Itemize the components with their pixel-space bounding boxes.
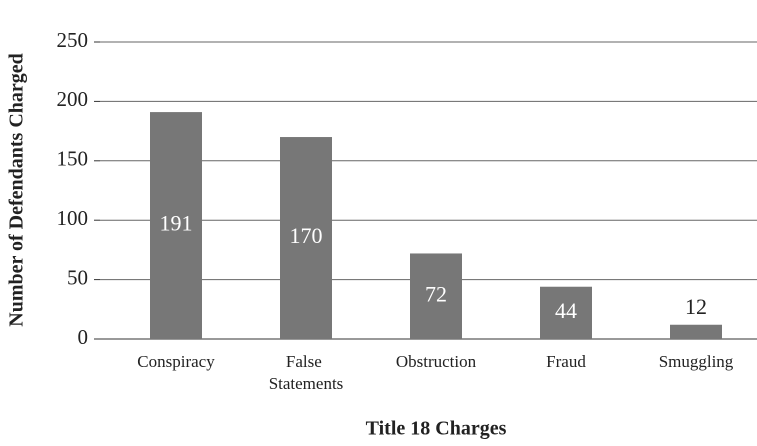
y-tick-label: 100 bbox=[57, 206, 89, 230]
y-axis-title: Number of Defendants Charged bbox=[6, 53, 28, 327]
bar bbox=[540, 286, 592, 339]
x-tick-label: Conspiracy bbox=[137, 352, 215, 371]
data-label: 72 bbox=[425, 281, 447, 306]
x-tick-label: Fraud bbox=[546, 352, 586, 371]
data-label: 170 bbox=[290, 223, 323, 248]
x-tick-label: Smuggling bbox=[659, 352, 734, 371]
data-label: 191 bbox=[160, 211, 193, 236]
bar bbox=[280, 137, 332, 339]
y-tick-label: 0 bbox=[78, 325, 89, 349]
x-tick-label: Obstruction bbox=[396, 352, 477, 371]
y-tick-label: 200 bbox=[57, 87, 89, 111]
x-tick-label: False Statements bbox=[269, 352, 344, 393]
y-tick-label: 50 bbox=[67, 265, 88, 289]
bar bbox=[670, 324, 722, 339]
y-tick-label: 250 bbox=[57, 28, 89, 52]
y-tick-label: 150 bbox=[57, 147, 89, 171]
data-label: 12 bbox=[685, 294, 707, 319]
bar bbox=[410, 253, 462, 339]
x-axis-title: Title 18 Charges bbox=[366, 418, 507, 440]
data-label: 44 bbox=[555, 298, 577, 323]
bar bbox=[150, 112, 202, 339]
